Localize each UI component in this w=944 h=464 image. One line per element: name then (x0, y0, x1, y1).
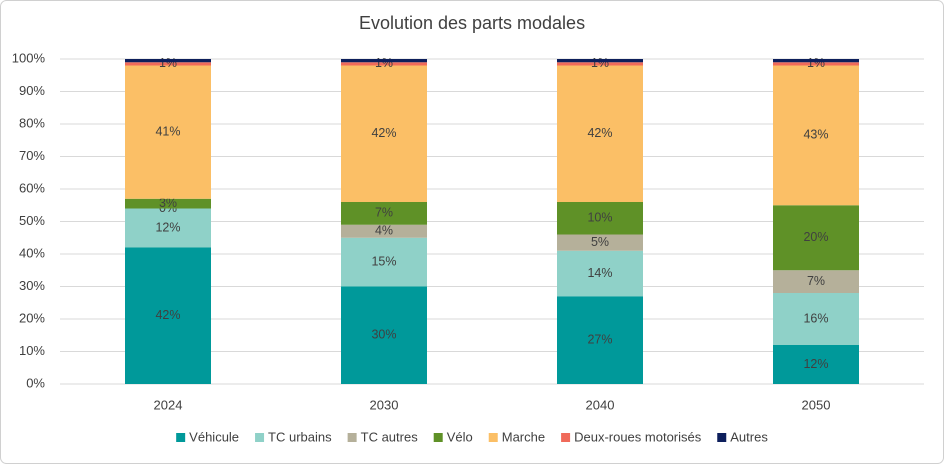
bar-segment (557, 202, 643, 235)
bar-segment (773, 293, 859, 345)
bar-segment (341, 224, 427, 238)
value-label: 3% (159, 196, 177, 210)
legend-swatch (717, 433, 727, 442)
x-tick-label: 2030 (370, 397, 399, 412)
y-tick-label: 40% (19, 245, 45, 260)
legend-label: TC urbains (268, 429, 332, 444)
value-label: 42% (587, 126, 612, 140)
legend-label: Véhicule (189, 429, 239, 444)
value-label: 5% (591, 235, 609, 249)
bar-segment (557, 62, 643, 66)
bar-segment (557, 59, 643, 63)
y-tick-label: 0% (26, 375, 45, 390)
bar-segment (773, 205, 859, 271)
legend-swatch (176, 433, 186, 442)
legend-label: Vélo (447, 429, 473, 444)
bar-segment (125, 208, 211, 248)
bar-segment (773, 345, 859, 384)
value-label: 1% (159, 56, 177, 70)
bar-segment (773, 270, 859, 293)
y-tick-label: 80% (19, 115, 45, 130)
chart-title: Evolution des parts modales (359, 13, 585, 33)
bar-segment (557, 65, 643, 202)
y-tick-label: 90% (19, 83, 45, 98)
value-label: 15% (371, 254, 396, 268)
value-label: 1% (375, 56, 393, 70)
bar-segment (557, 250, 643, 297)
legend-swatch (347, 433, 357, 442)
x-tick-label: 2050 (802, 397, 831, 412)
value-label: 16% (803, 311, 828, 325)
bar-segment (341, 202, 427, 225)
y-tick-label: 70% (19, 148, 45, 163)
y-tick-label: 60% (19, 180, 45, 195)
value-label: 1% (591, 56, 609, 70)
y-tick-label: 50% (19, 213, 45, 228)
bar-segment (557, 234, 643, 251)
x-tick-label: 2024 (154, 397, 183, 412)
value-label: 42% (371, 126, 396, 140)
bar-segment (557, 296, 643, 384)
bar-segment (341, 62, 427, 66)
value-label: 42% (155, 308, 180, 322)
value-label: 1% (807, 56, 825, 70)
legend-swatch (561, 433, 571, 442)
bar-segment (125, 247, 211, 384)
value-label: 12% (155, 220, 180, 234)
value-label: 4% (375, 224, 393, 238)
value-label: 27% (587, 332, 612, 346)
bar-segment (341, 286, 427, 384)
bar-segment (341, 237, 427, 287)
value-label: 43% (803, 128, 828, 142)
bar-segment (773, 65, 859, 206)
legend-swatch (433, 433, 443, 442)
value-label: 30% (371, 328, 396, 342)
value-label: 7% (375, 206, 393, 220)
value-label: 7% (807, 274, 825, 288)
legend-swatch (255, 433, 265, 442)
legend-label: TC autres (361, 429, 419, 444)
y-tick-label: 20% (19, 310, 45, 325)
y-tick-label: 30% (19, 278, 45, 293)
legend-label: Marche (502, 429, 545, 444)
value-label: 41% (155, 124, 180, 138)
bar-segment (341, 65, 427, 202)
legend-swatch (488, 433, 498, 442)
bar-segment (125, 62, 211, 66)
bar-segment (125, 198, 211, 209)
y-tick-label: 10% (19, 343, 45, 358)
value-label: 12% (803, 357, 828, 371)
legend: Véhicule TC urbains TC autres Vélo Marche Deu… (176, 429, 768, 444)
bar-segment (341, 59, 427, 63)
bar-segment (773, 62, 859, 66)
legend-label: Autres (730, 429, 768, 444)
x-tick-label: 2040 (586, 397, 615, 412)
bar-segment (125, 65, 211, 199)
value-label: 10% (587, 211, 612, 225)
y-tick-label: 100% (12, 50, 46, 65)
value-label: 20% (803, 230, 828, 244)
value-label: 14% (587, 266, 612, 280)
bar-segment (125, 59, 211, 63)
legend-label: Deux-roues motorisés (574, 429, 702, 444)
bar-segment (773, 59, 859, 63)
